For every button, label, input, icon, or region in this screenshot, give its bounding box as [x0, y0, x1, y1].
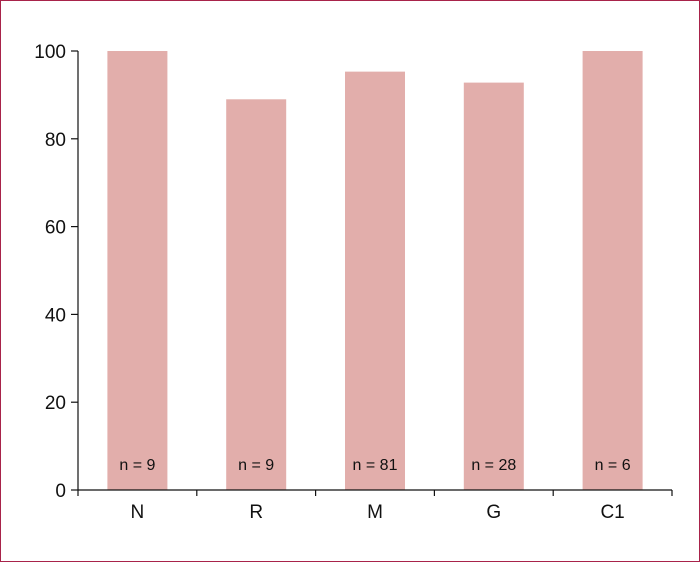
- x-tick-label: C1: [600, 502, 624, 523]
- bar-n: [107, 51, 168, 490]
- bar-c1: [582, 51, 643, 490]
- sample-size-labels: n = 9 n = 9 n = 81 n = 28 n = 6: [119, 457, 630, 474]
- y-tick-label: 80: [45, 130, 66, 151]
- bars-group: [107, 51, 643, 491]
- bar-g: [463, 82, 524, 490]
- bar-r: [226, 99, 287, 490]
- n-label-r: n = 9: [238, 457, 274, 474]
- x-tick-label: M: [367, 502, 383, 523]
- y-tick-label: 40: [45, 305, 66, 326]
- x-axis: N R M G C1: [77, 489, 673, 523]
- n-label-g: n = 28: [471, 457, 516, 474]
- y-tick-label: 20: [45, 393, 66, 414]
- x-tick-label: N: [131, 502, 145, 523]
- y-tick-label: 60: [45, 218, 66, 239]
- y-tick-label: 0: [55, 481, 66, 502]
- x-tick-label: R: [249, 502, 263, 523]
- y-tick-label: 100: [34, 42, 66, 63]
- x-tick-label: G: [486, 502, 501, 523]
- n-label-n: n = 9: [119, 457, 155, 474]
- bar-m: [345, 71, 405, 491]
- n-label-m: n = 81: [353, 457, 398, 474]
- y-axis: 0 20 40 60 80 100: [34, 42, 79, 502]
- n-label-c1: n = 6: [595, 457, 631, 474]
